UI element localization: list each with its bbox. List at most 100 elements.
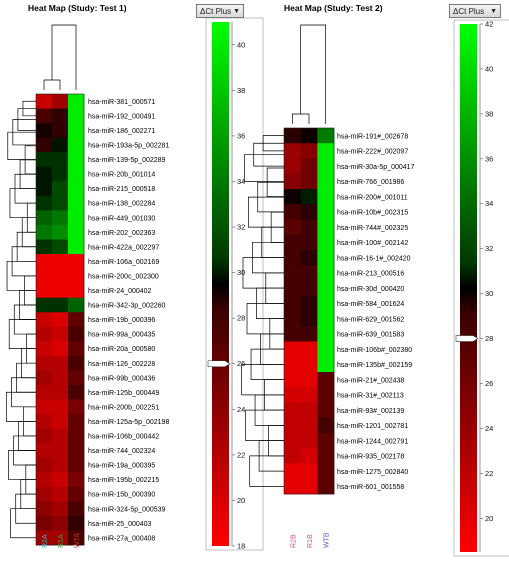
heatmap-cell <box>284 219 302 236</box>
heatmap-cell <box>300 417 318 434</box>
row-label: hsa-miR-1201_002781 <box>337 423 408 430</box>
heatmap-cell <box>317 402 335 419</box>
colorbar-tick-label: 36 <box>237 131 245 140</box>
heatmap-cell <box>52 94 69 109</box>
heatmap-cell <box>300 478 318 495</box>
heatmap-panel-2: Heat Map (Study: Test 2) hsa-miR-191#_002… <box>241 3 509 557</box>
column-dendrogram <box>43 24 77 90</box>
chevron-down-icon[interactable]: ▼ <box>233 8 240 15</box>
dendrogram-branch <box>7 131 36 160</box>
heatmap-cell <box>68 457 85 473</box>
colorbar-tick-label: 36 <box>485 154 493 163</box>
heatmap-cell <box>300 463 318 480</box>
row-label: hsa-miR-200c_002300 <box>88 273 159 280</box>
colorbar-tick-label: 30 <box>237 268 245 277</box>
colorbar-tick-label: 32 <box>485 244 493 253</box>
heatmap-cell <box>300 402 318 419</box>
column-label: WTB <box>324 532 331 548</box>
heatmap-cell <box>317 478 335 495</box>
heatmap-cell <box>284 204 302 220</box>
row-label: hsa-miR-192_000491 <box>88 113 155 120</box>
row-label: hsa-miR-195b_002215 <box>88 477 159 484</box>
heatmap-cell <box>317 204 335 220</box>
heatmap-cell <box>284 478 302 495</box>
row-label: hsa-miR-19a_000395 <box>88 463 155 470</box>
heatmap-cell <box>68 501 85 517</box>
chevron-down-icon[interactable]: ▼ <box>490 8 497 15</box>
heatmap-cell <box>52 457 69 473</box>
heatmap-cell <box>68 210 85 226</box>
heatmap-cell <box>36 355 53 371</box>
heatmap-cell <box>68 443 85 459</box>
heatmap-cell <box>52 239 69 255</box>
heatmap-cell <box>36 326 53 342</box>
heatmap-cell <box>317 356 335 373</box>
colorbar-tick-label: 38 <box>485 109 493 118</box>
heatmap-cell <box>52 428 69 444</box>
heatmap-cell <box>284 417 302 434</box>
row-label: hsa-miR-93#_002139 <box>337 408 404 415</box>
heatmap-cell <box>36 486 53 502</box>
heatmap-cell <box>300 295 318 312</box>
colorbar-tick-label: 20 <box>237 496 245 505</box>
heatmap-cell <box>317 143 335 159</box>
heatmap-cell <box>284 341 302 358</box>
heatmap-cell <box>36 530 53 546</box>
heatmap-cell <box>36 457 53 473</box>
heatmap-cell <box>284 250 302 266</box>
heatmap-cell <box>52 268 69 284</box>
heatmap-cell <box>52 355 69 371</box>
row-label: hsa-miR-125b_000449 <box>88 390 159 397</box>
heatmap-cell <box>300 158 318 175</box>
colorbar-label: ΔCt Plus <box>200 7 232 16</box>
heatmap-cell <box>317 295 335 312</box>
heatmap-cell <box>68 152 85 168</box>
heatmap-cell <box>52 283 69 299</box>
heatmap-cell <box>68 297 85 313</box>
heatmap-cell <box>317 250 335 266</box>
heatmap-cell <box>68 530 85 546</box>
heatmap-cell <box>284 265 302 281</box>
heatmap-cell <box>317 311 335 327</box>
heatmap-cell <box>52 486 69 502</box>
colorbar-tick-label: 24 <box>485 424 493 433</box>
heatmap-cell <box>52 530 69 546</box>
row-label: hsa-miR-744_002324 <box>88 448 155 455</box>
row-label: hsa-miR-10b#_002315 <box>337 210 408 217</box>
heatmap-cell <box>36 385 53 400</box>
heatmap-cell <box>52 370 69 386</box>
heatmap-cell <box>300 204 318 220</box>
colorbar-tick-label: 26 <box>237 359 245 368</box>
colorbar-header-test2[interactable]: ΔCt Plus ▼ <box>449 4 501 18</box>
heatmap-cell <box>317 463 335 480</box>
heatmap-cell <box>36 341 53 357</box>
row-label: hsa-miR-1275_002840 <box>337 469 408 476</box>
row-label: hsa-miR-449_001030 <box>88 215 155 222</box>
heatmap-cell <box>68 181 85 197</box>
heatmap-border <box>283 127 335 495</box>
heatmap-cell <box>300 189 318 205</box>
heatmap-cell <box>52 326 69 342</box>
colorbar-marker-handle[interactable] <box>455 335 479 342</box>
heatmap-cell <box>52 501 69 517</box>
row-label: hsa-miR-24_000402 <box>88 288 152 295</box>
colorbar-tick-label: 22 <box>237 450 245 459</box>
colorbar-tick-label: 30 <box>485 289 493 298</box>
heatmap-cell <box>284 173 302 190</box>
heatmap-cell <box>52 443 69 459</box>
row-label: hsa-miR-639_001583 <box>337 332 404 339</box>
heatmap-cell <box>300 356 318 373</box>
dendrogram-branch <box>300 24 327 124</box>
heatmap-cell <box>300 448 318 464</box>
heatmap-cell <box>284 356 302 373</box>
row-label: hsa-miR-27a_000408 <box>88 535 155 542</box>
heatmap-cell <box>68 486 85 502</box>
heatmap-cell <box>52 224 69 240</box>
heatmap-cell <box>317 234 335 251</box>
row-label: hsa-miR-25_000403 <box>88 521 152 528</box>
colorbar-tick-label: 42 <box>485 20 493 29</box>
heatmap-cell <box>317 173 335 190</box>
colorbar-marker-handle[interactable] <box>207 360 231 368</box>
heatmap-cell <box>36 443 53 459</box>
colorbar-header-test1[interactable]: ΔCt Plus ▼ <box>196 4 244 18</box>
